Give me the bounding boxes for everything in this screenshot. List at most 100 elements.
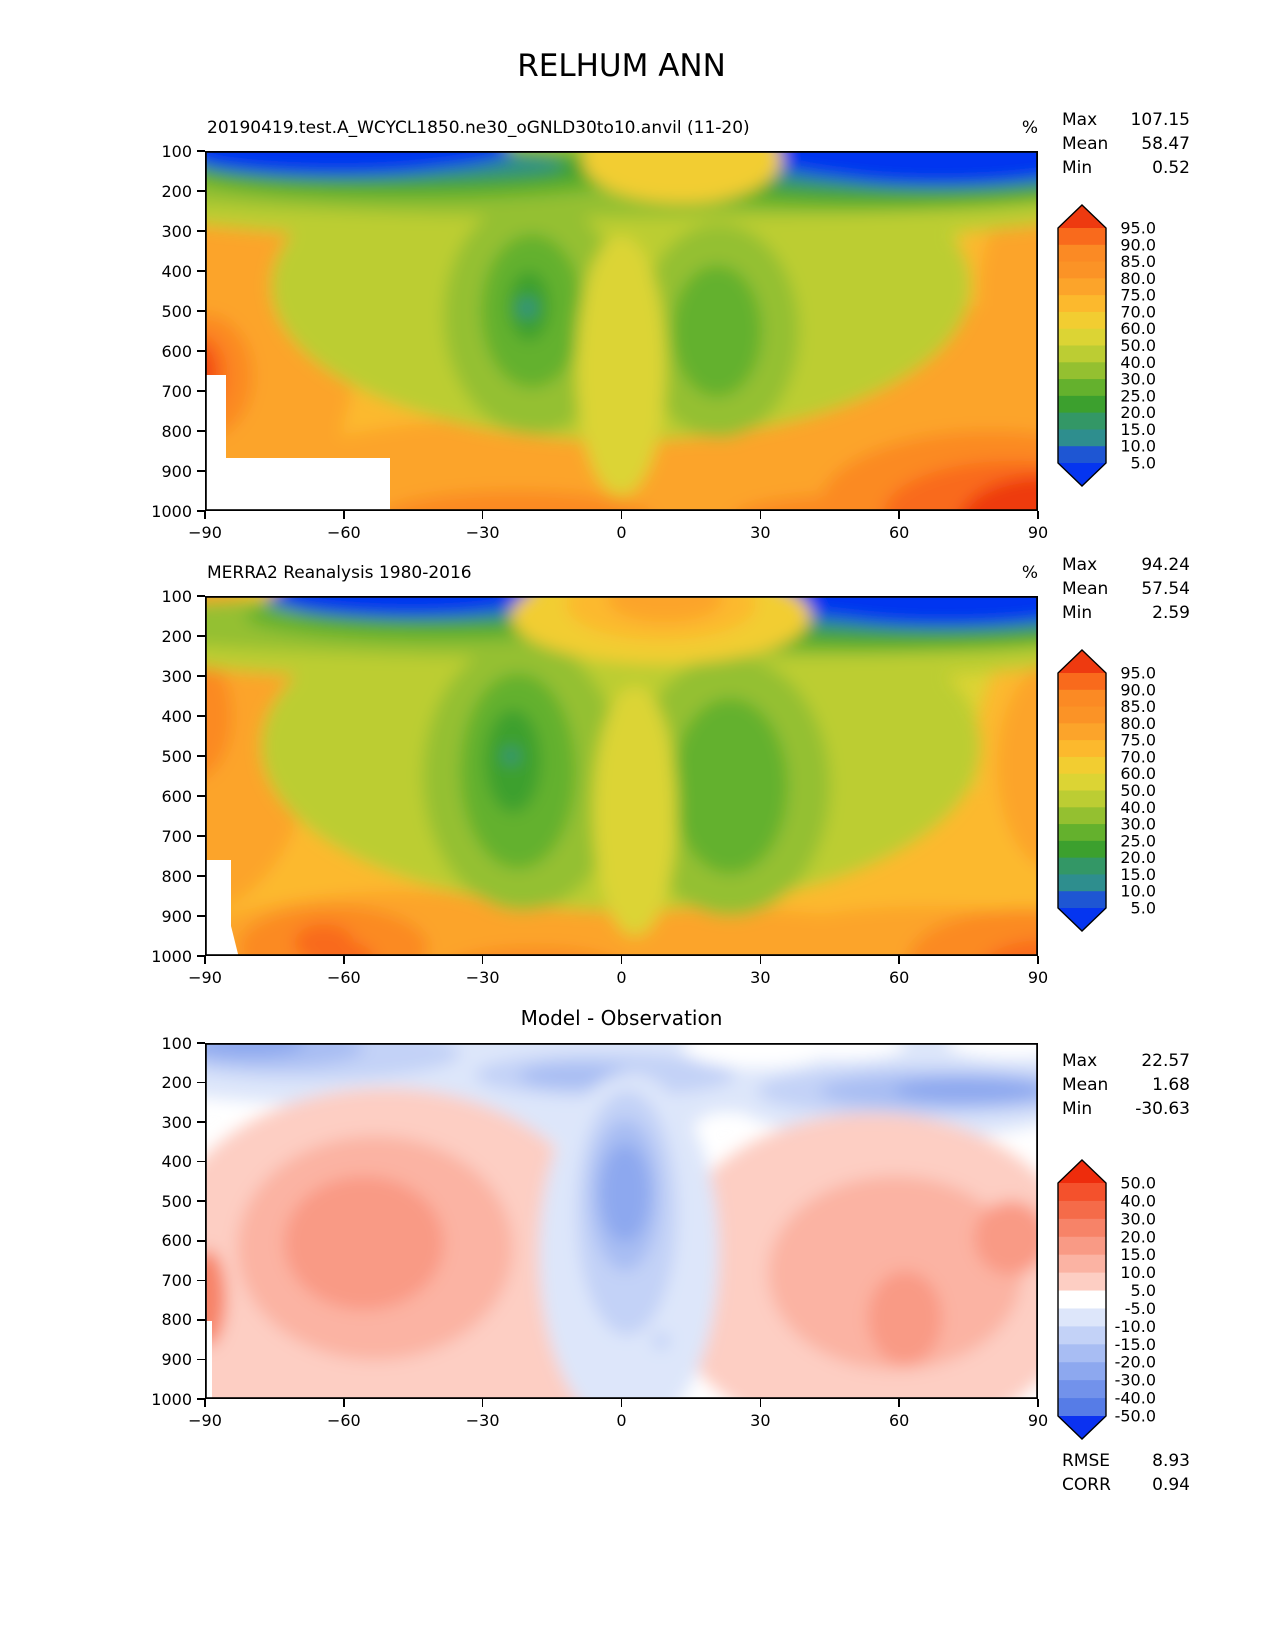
- x-tick-mark: [481, 511, 484, 519]
- colorbar-tick-label: 15.0: [1120, 1245, 1156, 1264]
- colorbar-tick-label: 5.0: [1131, 454, 1156, 473]
- y-tick-label: 500: [161, 746, 192, 766]
- colorbar-tick-label: 90.0: [1120, 680, 1156, 699]
- colorbar-segment: [1058, 395, 1106, 414]
- colorbar-segment: [1058, 824, 1106, 842]
- x-tick-label: −30: [465, 523, 500, 542]
- contour-field-model: [205, 151, 1038, 511]
- colorbar-tick-label: 90.0: [1120, 235, 1156, 254]
- y-tick-mark: [197, 915, 205, 917]
- x-tick-mark: [481, 956, 484, 964]
- colorbar-segment: [1058, 756, 1106, 775]
- terrain-mask: [205, 375, 390, 511]
- x-tick-label: 60: [888, 523, 910, 542]
- y-tick-label: 100: [161, 586, 192, 606]
- stat-value: 0.52: [1152, 158, 1190, 178]
- panel-obs-units: %: [1021, 563, 1038, 583]
- x-tick-mark: [759, 511, 762, 519]
- colorbar-tick-label: 75.0: [1120, 731, 1156, 750]
- colorbar-bottom-arrow: [1058, 908, 1106, 931]
- y-tick-label: 300: [161, 666, 192, 686]
- y-tick-mark: [197, 715, 205, 717]
- x-tick-mark: [481, 1399, 484, 1407]
- metric-label: RMSE: [1062, 1451, 1111, 1471]
- colorbar-tick-label: 20.0: [1120, 848, 1156, 867]
- colorbar-tick-label: -10.0: [1115, 1317, 1156, 1336]
- y-tick-mark: [197, 955, 205, 957]
- y-tick-label: 900: [161, 906, 192, 926]
- colorbar-segment: [1058, 874, 1106, 892]
- y-tick-label: 1000: [151, 1389, 192, 1409]
- y-tick-label: 800: [161, 1310, 192, 1330]
- colorbar-segment: [1058, 706, 1106, 724]
- colorbar-tick-label: 70.0: [1120, 747, 1156, 766]
- colorbar-tick-label: 50.0: [1120, 336, 1156, 355]
- colorbar-segment: [1058, 1183, 1106, 1202]
- stat-value: 107.15: [1130, 110, 1190, 130]
- x-tick-label: 90: [1027, 968, 1049, 987]
- x-tick-label: 0: [616, 1411, 627, 1430]
- plot-area-obs: [205, 596, 1038, 960]
- colorbar-tick-label: 85.0: [1120, 252, 1156, 271]
- colorbar-segment: [1058, 740, 1106, 758]
- panel-obs-subtitle: MERRA2 Reanalysis 1980-2016: [207, 563, 472, 583]
- y-tick-mark: [197, 1319, 205, 1321]
- colorbar-top-arrow: [1058, 650, 1106, 673]
- colorbar-segment: [1058, 1308, 1106, 1327]
- colorbar-tick-label: 10.0: [1120, 882, 1156, 901]
- plot-area-model: [205, 151, 1038, 515]
- y-tick-label: 500: [161, 1191, 192, 1211]
- y-tick-label: 400: [161, 706, 192, 726]
- colorbar-segment: [1058, 673, 1106, 691]
- colorbar-segment: [1058, 429, 1106, 447]
- x-tick-mark: [898, 511, 900, 519]
- y-tick-label: 900: [161, 461, 192, 481]
- panel-model-units: %: [1021, 118, 1038, 138]
- colorbar-tick-label: 5.0: [1131, 1281, 1156, 1300]
- colorbar-diff: 50.0 40.0 30.0 20.0 15.0 10.0 5.0 -5.0 -10.0 -15.…: [1056, 1158, 1176, 1445]
- colorbar-svg: 95.090.085.080.075.070.060.050.040.030.0…: [1057, 204, 1156, 487]
- x-tick-label: 0: [616, 968, 627, 987]
- stat-value: 58.47: [1141, 134, 1190, 154]
- x-tick-label: 0: [616, 523, 627, 542]
- colorbar-segment: [1058, 345, 1106, 363]
- colorbar-segment: [1058, 1344, 1106, 1363]
- colorbar-segment: [1058, 1254, 1106, 1274]
- stat-value: 22.57: [1141, 1051, 1190, 1071]
- x-tick-mark: [620, 956, 623, 964]
- y-tick-label: 200: [161, 626, 192, 646]
- y-tick-label: 600: [161, 341, 192, 361]
- colorbar-tick-label: 40.0: [1120, 353, 1156, 372]
- metric-value: 0.94: [1152, 1475, 1190, 1495]
- y-tick-label: 700: [161, 1270, 192, 1290]
- y-tick-label: 600: [161, 786, 192, 806]
- colorbar-tick-label: -5.0: [1125, 1299, 1156, 1318]
- x-tick-mark: [204, 956, 206, 964]
- colorbar-segment: [1058, 807, 1106, 825]
- colorbar-tick-label: 95.0: [1120, 664, 1156, 683]
- colorbar-outline: [1057, 1159, 1107, 1440]
- terrain-mask: [205, 860, 231, 956]
- colorbar-tick-label: -15.0: [1115, 1335, 1156, 1354]
- diff-metrics: RMSE 8.93 CORR 0.94: [1062, 1449, 1190, 1497]
- colorbar-segment: [1058, 311, 1106, 330]
- y-tick-label: 500: [161, 301, 192, 321]
- y-tick-mark: [197, 635, 205, 637]
- y-tick-mark: [197, 1239, 205, 1242]
- x-tick-mark: [759, 1399, 762, 1407]
- colorbar-tick-label: 20.0: [1120, 403, 1156, 422]
- panel-diff-stats: Max 22.57 Mean 1.68 Min -30.63: [1062, 1049, 1190, 1121]
- stat-value: -30.63: [1135, 1099, 1190, 1119]
- stat-value: 57.54: [1141, 579, 1190, 599]
- colorbar-segment: [1058, 1326, 1106, 1345]
- x-tick-mark: [1037, 511, 1039, 519]
- colorbar-segment: [1058, 1218, 1106, 1238]
- colorbar-segment: [1058, 379, 1106, 397]
- stat-label: Max: [1062, 1051, 1098, 1071]
- colorbar-tick-label: -20.0: [1115, 1353, 1156, 1372]
- y-tick-mark: [197, 390, 205, 392]
- y-tick-label: 100: [161, 1033, 192, 1053]
- x-tick-mark: [898, 956, 900, 964]
- panel-model-subtitle: 20190419.test.A_WCYCL1850.ne30_oGNLD30to…: [207, 118, 750, 138]
- y-tick-mark: [197, 350, 205, 352]
